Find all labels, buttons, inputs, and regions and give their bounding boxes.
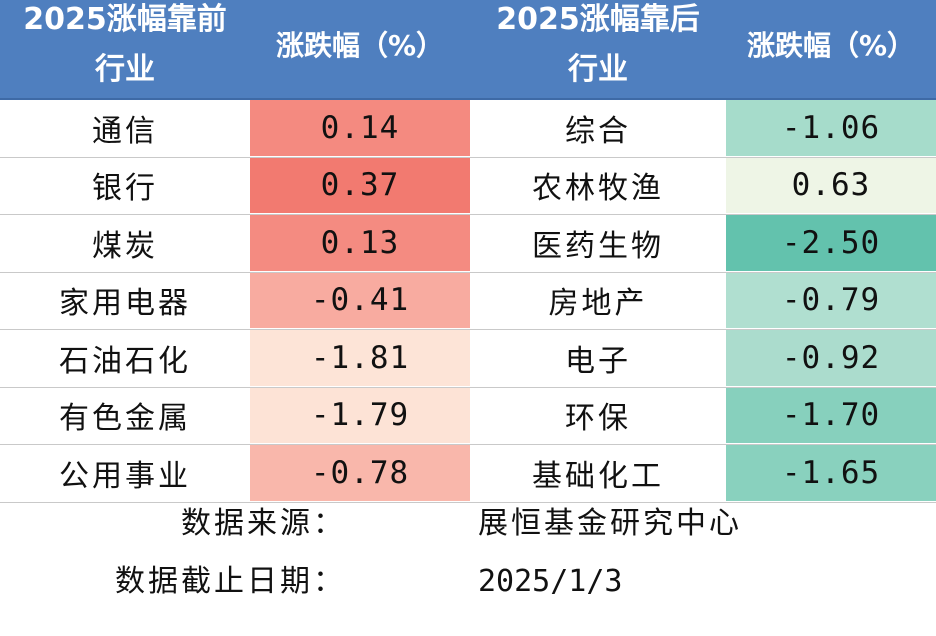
source-label: 数据来源：	[181, 506, 346, 541]
right-title-line1: 2025涨幅靠后	[496, 2, 700, 37]
right-title-line2: 行业	[568, 52, 628, 87]
left-value-cell: 0.13	[250, 215, 470, 271]
table-row: 有色金属 -1.79 环保 -1.70	[0, 387, 936, 445]
left-title-line2: 行业	[95, 52, 155, 87]
left-change-label: 涨跌幅（%）	[275, 29, 445, 62]
left-value-cell: 0.37	[250, 157, 470, 213]
right-value-cell: -2.50	[726, 215, 936, 271]
table-row: 公用事业 -0.78 基础化工 -1.65	[0, 445, 936, 503]
date-value: 2025/1/3	[478, 564, 623, 599]
left-change-header: 涨跌幅（%）	[250, 0, 470, 98]
left-industry-cell: 家用电器	[59, 286, 191, 322]
left-value-cell: -0.41	[250, 272, 470, 328]
right-industry-cell: 医药生物	[532, 228, 664, 264]
date-label: 数据截止日期：	[115, 564, 346, 599]
left-industry-cell: 公用事业	[59, 458, 191, 494]
right-value-cell: -1.65	[726, 445, 936, 501]
right-value-cell: -1.70	[726, 387, 936, 443]
left-industry-header: 2025涨幅靠前 行业	[0, 0, 250, 98]
left-value-cell: -1.81	[250, 330, 470, 386]
right-value-cell: -0.92	[726, 330, 936, 386]
right-change-label: 涨跌幅（%）	[746, 29, 916, 62]
table-row: 通信 0.14 综合 -1.06	[0, 100, 936, 158]
left-industry-cell: 银行	[92, 171, 158, 207]
table-row: 煤炭 0.13 医药生物 -2.50	[0, 215, 936, 273]
right-industry-cell: 电子	[565, 343, 631, 379]
left-industry-cell: 通信	[92, 113, 158, 149]
left-industry-cell: 石油石化	[59, 343, 191, 379]
right-industry-cell: 房地产	[548, 286, 648, 322]
right-value-cell: 0.63	[726, 157, 936, 213]
source-value: 展恒基金研究中心	[478, 506, 742, 541]
right-industry-cell: 环保	[565, 401, 631, 437]
table-row: 石油石化 -1.81 电子 -0.92	[0, 330, 936, 388]
table-row: 银行 0.37 农林牧渔 0.63	[0, 157, 936, 215]
date-row: 数据截止日期： 2025/1/3	[0, 557, 936, 607]
table-row: 家用电器 -0.41 房地产 -0.79	[0, 272, 936, 330]
left-value-cell: 0.14	[250, 100, 470, 156]
right-value-cell: -0.79	[726, 272, 936, 328]
source-row: 数据来源： 展恒基金研究中心	[0, 499, 936, 549]
table-body: 通信 0.14 综合 -1.06 银行 0.37 农林牧渔 0.63 煤炭 0.…	[0, 100, 936, 503]
left-value-cell: -1.79	[250, 387, 470, 443]
left-industry-cell: 有色金属	[59, 401, 191, 437]
table-footer: 数据来源： 展恒基金研究中心 数据截止日期： 2025/1/3	[0, 497, 936, 636]
table-header: 2025涨幅靠前 行业 涨跌幅（%） 2025涨幅靠后 行业 涨跌幅（%）	[0, 0, 936, 100]
right-industry-cell: 农林牧渔	[532, 171, 664, 207]
left-title-line1: 2025涨幅靠前	[23, 2, 227, 37]
right-value-cell: -1.06	[726, 100, 936, 156]
right-industry-header: 2025涨幅靠后 行业	[470, 0, 726, 98]
left-value-cell: -0.78	[250, 445, 470, 501]
left-industry-cell: 煤炭	[92, 228, 158, 264]
right-change-header: 涨跌幅（%）	[726, 0, 936, 98]
right-industry-cell: 综合	[565, 113, 631, 149]
right-industry-cell: 基础化工	[532, 458, 664, 494]
